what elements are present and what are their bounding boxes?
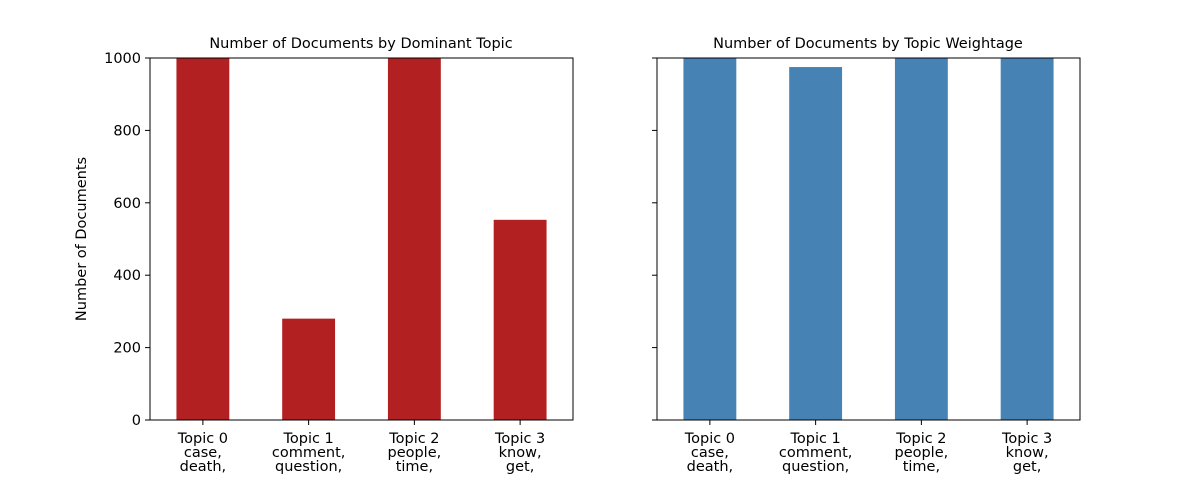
bar-topic-1 bbox=[789, 67, 843, 421]
bar-topic-3 bbox=[493, 219, 547, 420]
chart-title-weightage: Number of Documents by Topic Weightage bbox=[713, 36, 1023, 52]
bar-topic-2 bbox=[387, 58, 441, 420]
bars-weightage bbox=[683, 58, 1054, 421]
x-tick-label-topic-1: Topic 1 comment, question, bbox=[272, 431, 346, 475]
x-ticks-dominant: Topic 0 case, death, Topic 1 comment, questio… bbox=[177, 420, 545, 475]
x-tick-label-topic-1: Topic 1 comment, question, bbox=[779, 431, 853, 475]
bar-topic-1 bbox=[282, 318, 336, 420]
chart-title-dominant: Number of Documents by Dominant Topic bbox=[209, 36, 512, 52]
bar-topic-0 bbox=[683, 58, 737, 420]
x-tick-label-topic-2: Topic 2 people, time, bbox=[894, 431, 948, 475]
x-tick-label-topic-3: Topic 3 know, get, bbox=[1001, 431, 1052, 475]
x-tick-label-topic-0: Topic 0 case, death, bbox=[684, 431, 735, 475]
y-tick-label: 200 bbox=[113, 341, 141, 357]
x-tick-label-topic-0: Topic 0 case, death, bbox=[177, 431, 228, 475]
y-tick-label: 600 bbox=[113, 196, 141, 212]
y-tick-label: 400 bbox=[113, 268, 141, 284]
axes-frame-weightage bbox=[656, 57, 1081, 421]
y-tick-label: 0 bbox=[132, 413, 141, 429]
axes-frame-dominant bbox=[149, 57, 574, 421]
bar-topic-2 bbox=[894, 58, 948, 420]
x-tick-label-topic-2: Topic 2 people, time, bbox=[387, 431, 441, 475]
chart-topic-weightage: Number of Documents by Topic Weightage T… bbox=[652, 36, 1081, 475]
bars-dominant bbox=[176, 58, 547, 420]
y-tick-label: 1000 bbox=[104, 51, 141, 67]
y-ticks-weightage bbox=[652, 57, 657, 421]
bar-topic-0 bbox=[176, 58, 230, 420]
y-axis-label: Number of Documents bbox=[74, 157, 90, 321]
bar-topic-3 bbox=[1000, 58, 1054, 420]
x-tick-label-topic-3: Topic 3 know, get, bbox=[494, 431, 545, 475]
y-ticks-dominant: 0 200 400 600 800 1000 bbox=[104, 51, 150, 429]
chart-dominant-topic: Number of Documents by Dominant Topic Nu… bbox=[74, 36, 574, 475]
x-ticks-weightage: Topic 0 case, death, Topic 1 comment, questio… bbox=[684, 420, 1052, 475]
y-tick-label: 800 bbox=[113, 123, 141, 139]
